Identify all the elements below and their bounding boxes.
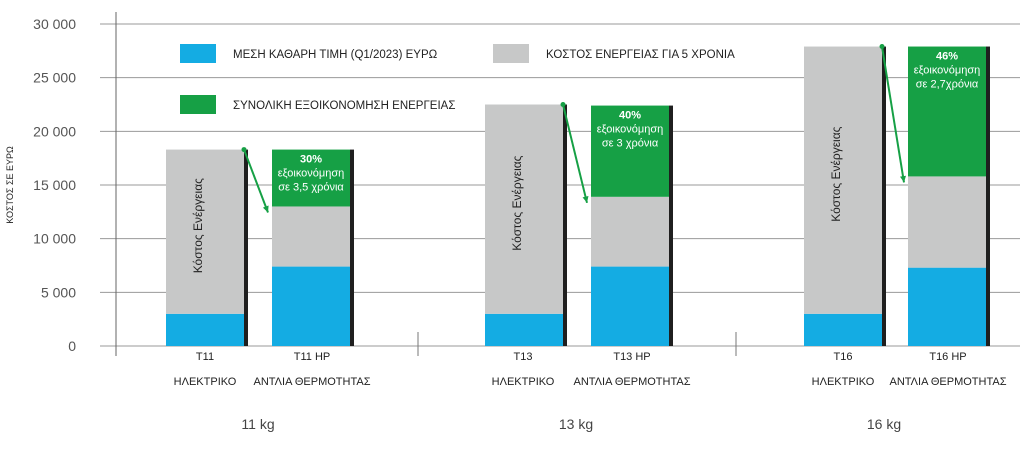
legend-label-saving: ΣΥΝΟΛΙΚΗ ΕΞΟΙΚΟΝΟΜΗΣΗ ΕΝΕΡΓΕΙΑΣ xyxy=(233,100,455,112)
bar-edge xyxy=(350,149,354,346)
group-weight-label: 11 kg xyxy=(241,416,274,432)
legend-label-price: ΜΕΣΗ ΚΑΘΑΡΗ ΤΙΜΗ (Q1/2023) ΕΥΡΩ xyxy=(233,49,438,61)
saving-arrow-head xyxy=(582,195,589,203)
bar-segment-price xyxy=(591,266,669,346)
saving-years: σε 2,7χρόνια xyxy=(916,79,979,91)
x-model-label: T13 HP xyxy=(613,351,650,363)
saving-percent: 46% xyxy=(936,51,958,63)
x-type-label: ΑΝΤΛΙΑ ΘΕΡΜΟΤΗΤΑΣ xyxy=(253,376,370,388)
x-type-label: ΑΝΤΛΙΑ ΘΕΡΜΟΤΗΤΑΣ xyxy=(889,376,1006,388)
y-tick-label: 15 000 xyxy=(33,177,76,193)
bar-segment-energy xyxy=(908,176,986,268)
saving-text: εξοικονόμηση xyxy=(278,168,345,180)
bar-edge xyxy=(986,46,990,346)
x-type-label: ΗΛΕΚΤΡΙΚΟ xyxy=(492,376,555,388)
saving-arrow-head xyxy=(899,175,906,183)
saving-arrow-line xyxy=(243,149,269,213)
bar-edge xyxy=(244,149,248,346)
saving-arrow-dot xyxy=(560,102,566,107)
bar-segment-saving xyxy=(272,149,350,207)
bar-segment-energy xyxy=(166,149,244,314)
saving-text: εξοικονόμηση xyxy=(597,124,664,136)
saving-text: εξοικονόμηση xyxy=(914,65,981,77)
bar-segment-energy xyxy=(591,196,669,267)
x-model-label: T16 HP xyxy=(929,351,966,363)
saving-arrow-line xyxy=(881,46,905,183)
saving-percent: 30% xyxy=(300,154,322,166)
y-tick-label: 20 000 xyxy=(33,123,76,139)
y-tick-label: 5 000 xyxy=(41,284,76,300)
bar-segment-energy xyxy=(485,104,563,314)
x-type-label: ΗΛΕΚΤΡΙΚΟ xyxy=(812,376,875,388)
y-axis-title: ΚΟΣΤΟΣ ΣΕ ΕΥΡΩ xyxy=(5,146,15,224)
x-type-label: ΗΛΕΚΤΡΙΚΟ xyxy=(174,376,237,388)
x-model-label: T11 xyxy=(196,351,214,363)
x-type-label: ΑΝΤΛΙΑ ΘΕΡΜΟΤΗΤΑΣ xyxy=(573,376,690,388)
y-tick-label: 10 000 xyxy=(33,231,76,247)
bar-segment-price xyxy=(908,267,986,346)
legend-swatch-price xyxy=(180,44,216,63)
bar-segment-price xyxy=(272,266,350,346)
bars: Κόστος Ενέργειας 30% εξοικονόμηση σε 3,5 χρ… xyxy=(166,44,990,346)
x-axis-labels: T11 ΗΛΕΚΤΡΙΚΟ T11 HP ΑΝΤΛΙΑ ΘΕΡΜΟΤΗΤΑΣ 11 kg… xyxy=(174,351,1007,432)
legend: ΜΕΣΗ ΚΑΘΑΡΗ ΤΙΜΗ (Q1/2023) ΕΥΡΩ ΚΟΣΤΟΣ ΕΝ… xyxy=(180,44,735,114)
energy-cost-label: Κόστος Ενέργειας xyxy=(191,178,205,273)
bar-segment-price xyxy=(804,313,882,346)
energy-cost-label: Κόστος Ενέργειας xyxy=(510,155,524,250)
y-tick-label: 0 xyxy=(68,338,76,354)
bar-segment-price xyxy=(166,313,244,346)
bar-segment-energy xyxy=(272,206,350,267)
x-model-label: T16 xyxy=(834,351,853,363)
y-tick-label: 25 000 xyxy=(33,70,76,86)
bar-edge xyxy=(882,46,886,346)
energy-cost-label: Κόστος Ενέργειας xyxy=(829,126,843,221)
saving-arrow-dot xyxy=(241,147,247,153)
saving-years: σε 3 χρόνια xyxy=(602,138,659,150)
x-model-label: T13 xyxy=(514,351,533,363)
saving-arrow-head xyxy=(262,205,269,213)
bar-edge xyxy=(563,104,567,346)
y-axis: 0 5 000 10 000 15 000 20 000 25 000 30 000 ΚΟΣΤ… xyxy=(5,12,737,356)
legend-swatch-saving xyxy=(180,95,216,114)
legend-swatch-energy xyxy=(493,44,529,63)
bar-segment-saving xyxy=(908,46,986,177)
bar-segment-price xyxy=(485,313,563,346)
saving-percent: 40% xyxy=(619,110,641,122)
legend-label-energy: ΚΟΣΤΟΣ ΕΝΕΡΓΕΙΑΣ ΓΙΑ 5 ΧΡΟΝΙΑ xyxy=(546,49,735,61)
y-tick-label: 30 000 xyxy=(33,16,76,32)
saving-arrow-dot xyxy=(879,44,885,50)
saving-years: σε 3,5 χρόνια xyxy=(278,182,344,194)
bar-edge xyxy=(669,105,673,346)
bar-segment-saving xyxy=(591,105,669,197)
x-model-label: T11 HP xyxy=(294,351,330,363)
group-weight-label: 16 kg xyxy=(867,416,901,432)
bar-segment-energy xyxy=(804,46,882,314)
group-weight-label: 13 kg xyxy=(559,416,593,432)
saving-arrow-line xyxy=(562,104,588,204)
